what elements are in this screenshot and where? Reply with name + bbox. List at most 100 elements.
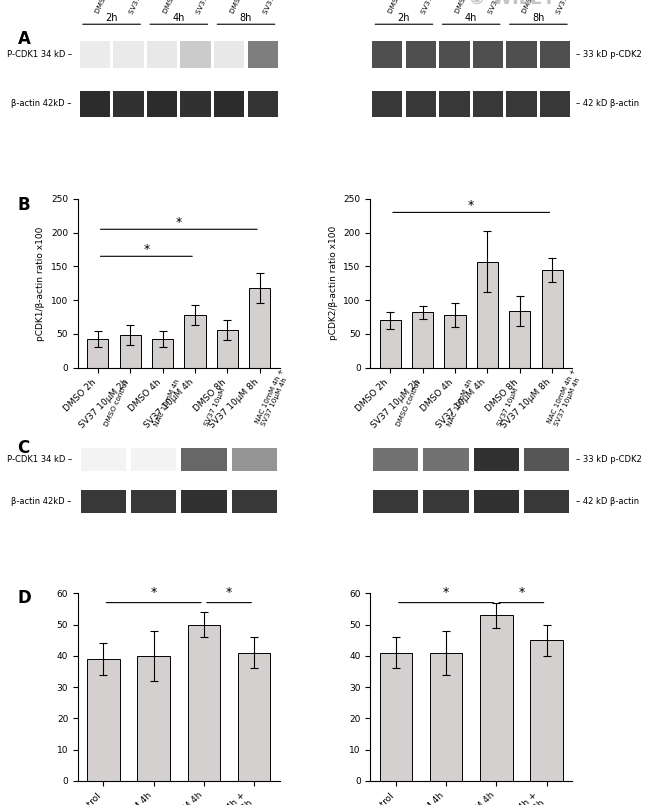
Bar	[188, 625, 220, 781]
Bar	[80, 41, 110, 68]
Bar	[372, 91, 402, 118]
Bar	[217, 330, 238, 368]
Text: *: *	[518, 587, 525, 600]
Text: SV37 10μM: SV37 10μM	[263, 0, 286, 14]
Bar	[406, 41, 436, 68]
Bar	[445, 315, 465, 368]
Bar	[423, 490, 469, 513]
Bar	[248, 91, 278, 118]
Bar	[423, 448, 469, 471]
Text: – 42 kD β-actin: – 42 kD β-actin	[576, 497, 639, 506]
Text: DMSO control: DMSO control	[387, 0, 413, 14]
Bar	[232, 490, 277, 513]
Bar	[181, 41, 211, 68]
Text: © WILEY: © WILEY	[468, 0, 555, 8]
Text: 4h: 4h	[173, 14, 185, 23]
Text: DMSO control: DMSO control	[396, 380, 422, 427]
Text: P-CDK1 34 kD –: P-CDK1 34 kD –	[6, 455, 72, 464]
Bar	[181, 91, 211, 118]
Text: DMSO control: DMSO control	[229, 0, 255, 14]
Text: P-CDK1 34 kD –: P-CDK1 34 kD –	[6, 50, 72, 59]
Text: B: B	[18, 196, 30, 213]
Text: D: D	[18, 589, 31, 608]
Bar	[473, 41, 503, 68]
Text: SV37 10μM: SV37 10μM	[129, 0, 151, 14]
Text: DMSO control: DMSO control	[103, 380, 129, 427]
Text: NAC 10mM 4h +
SV37 10μM 4h: NAC 10mM 4h + SV37 10μM 4h	[254, 368, 291, 427]
Bar	[147, 91, 177, 118]
Bar	[137, 656, 170, 781]
Bar	[248, 41, 278, 68]
Bar	[120, 336, 140, 368]
Bar	[372, 41, 402, 68]
Bar	[474, 448, 519, 471]
Text: SV37 10μM: SV37 10μM	[488, 0, 511, 14]
Bar	[87, 340, 109, 368]
Bar	[214, 91, 244, 118]
Bar	[412, 312, 433, 368]
Bar	[430, 653, 462, 781]
Bar	[185, 315, 205, 368]
Text: 4h: 4h	[465, 14, 477, 23]
Text: 2h: 2h	[398, 14, 410, 23]
Bar	[238, 653, 270, 781]
Bar	[541, 270, 563, 368]
Bar	[474, 490, 519, 513]
Bar	[439, 91, 469, 118]
Y-axis label: pCDK2/β-actin ratio x100: pCDK2/β-actin ratio x100	[329, 226, 338, 341]
Text: 2h: 2h	[105, 14, 118, 23]
Bar	[147, 41, 177, 68]
Bar	[480, 615, 513, 781]
Text: SV37 10μM: SV37 10μM	[421, 0, 444, 14]
Text: – 33 kD p-CDK2: – 33 kD p-CDK2	[576, 455, 642, 464]
Bar	[510, 311, 530, 368]
Text: β-actin 42kD –: β-actin 42kD –	[12, 497, 72, 506]
Bar	[80, 91, 110, 118]
Bar	[506, 91, 537, 118]
Bar	[81, 490, 126, 513]
Bar	[250, 288, 270, 368]
Bar	[380, 320, 400, 368]
Text: SV37 10μM: SV37 10μM	[204, 387, 227, 427]
Text: NAC 10mM 4h: NAC 10mM 4h	[153, 378, 181, 427]
Bar	[540, 91, 570, 118]
Text: NAC 10mM 4h +
SV37 10μM 4h: NAC 10mM 4h + SV37 10μM 4h	[547, 368, 584, 427]
Bar	[181, 490, 227, 513]
Text: DMSO control: DMSO control	[162, 0, 188, 14]
Bar	[524, 448, 569, 471]
Text: – 42 kD β-actin: – 42 kD β-actin	[576, 99, 639, 109]
Text: *: *	[468, 199, 474, 212]
Bar	[473, 91, 503, 118]
Bar	[477, 262, 498, 368]
Text: *: *	[143, 242, 150, 256]
Text: DMSO control: DMSO control	[454, 0, 481, 14]
Bar	[380, 653, 412, 781]
Text: β-actin 42kD –: β-actin 42kD –	[12, 99, 72, 109]
Text: – 33 kD p-CDK2: – 33 kD p-CDK2	[576, 50, 642, 59]
Bar	[506, 41, 537, 68]
Text: DMSO control: DMSO control	[95, 0, 121, 14]
Text: NAC 10mM 4h: NAC 10mM 4h	[446, 378, 473, 427]
Text: A: A	[18, 30, 31, 48]
Text: SV37 10μM: SV37 10μM	[555, 0, 578, 14]
Bar	[406, 91, 436, 118]
Bar	[373, 448, 418, 471]
Bar	[232, 448, 277, 471]
Text: *: *	[226, 587, 232, 600]
Text: 8h: 8h	[240, 14, 252, 23]
Bar	[181, 448, 227, 471]
Bar	[87, 659, 120, 781]
Bar	[152, 340, 173, 368]
Text: 8h: 8h	[532, 14, 545, 23]
Text: C: C	[18, 439, 30, 456]
Bar	[113, 41, 144, 68]
Text: SV37 10μM: SV37 10μM	[196, 0, 218, 14]
Bar	[530, 640, 563, 781]
Text: *: *	[443, 587, 449, 600]
Text: *: *	[151, 587, 157, 600]
Bar	[540, 41, 570, 68]
Bar	[373, 490, 418, 513]
Y-axis label: pCDK1/β-actin ratio x100: pCDK1/β-actin ratio x100	[36, 226, 46, 341]
Text: *: *	[176, 216, 182, 229]
Bar	[81, 448, 126, 471]
